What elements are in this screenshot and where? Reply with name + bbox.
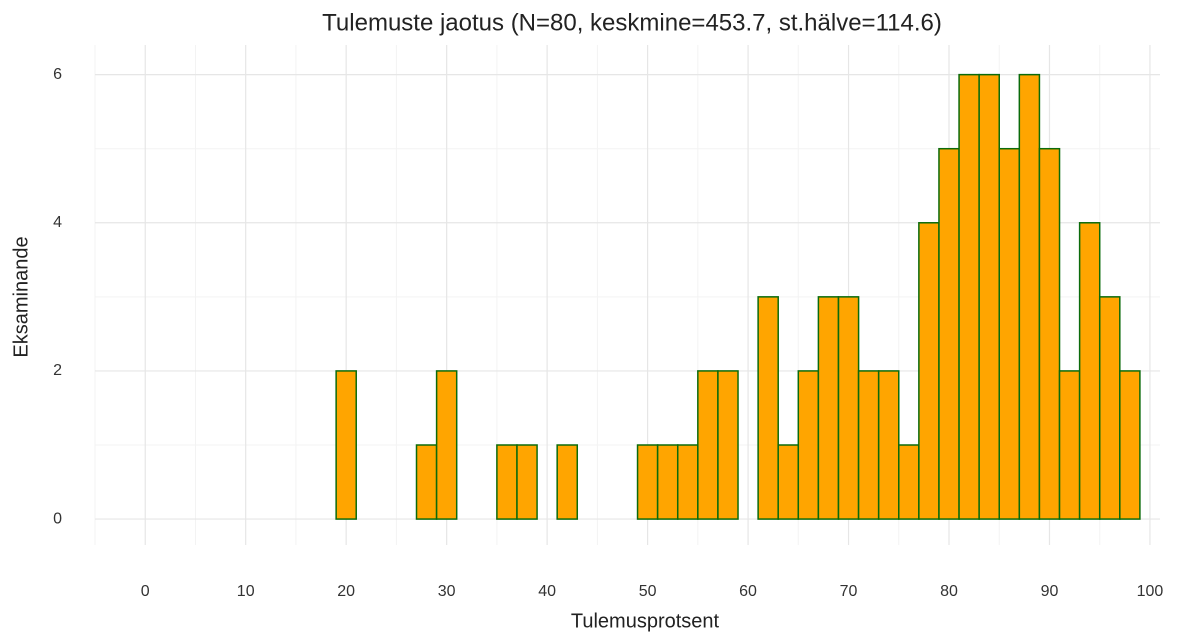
bar: [415, 444, 438, 520]
y-tick-label: 6: [53, 66, 62, 83]
bar: [1119, 370, 1141, 520]
x-tick-label: 80: [940, 583, 958, 600]
bar: [335, 370, 357, 520]
bar: [938, 147, 960, 520]
x-tick-label: 0: [141, 583, 150, 600]
x-axis-label: Tulemusprotsent: [571, 610, 720, 632]
bar: [837, 296, 860, 520]
bar: [496, 444, 518, 520]
y-tick-label: 2: [53, 362, 62, 379]
bar: [998, 147, 1021, 520]
x-tick-label: 60: [739, 583, 757, 600]
bar: [656, 444, 679, 520]
bar: [636, 444, 659, 520]
bar: [1038, 147, 1061, 520]
bar: [1018, 73, 1041, 520]
bars: [335, 73, 1141, 520]
x-tick-label: 20: [337, 583, 355, 600]
bar: [898, 444, 920, 520]
x-tick-label: 90: [1041, 583, 1059, 600]
y-tick-label: 0: [53, 510, 62, 527]
bar: [697, 370, 719, 520]
bar: [978, 73, 1000, 520]
bar: [757, 296, 779, 520]
x-tick-label: 70: [840, 583, 858, 600]
x-tick-label: 100: [1137, 583, 1164, 600]
chart-title: Tulemuste jaotus (N=80, keskmine=453.7, …: [322, 9, 942, 36]
bar: [918, 222, 940, 520]
bar: [958, 73, 980, 520]
bar: [797, 370, 820, 520]
bar: [877, 370, 900, 520]
bar: [817, 296, 840, 520]
bar: [777, 444, 800, 520]
bar: [1078, 222, 1101, 520]
x-tick-label: 50: [639, 583, 657, 600]
bar: [516, 444, 538, 520]
x-tick-label: 40: [538, 583, 556, 600]
bar: [857, 370, 880, 520]
bar: [556, 444, 579, 520]
bar: [1098, 296, 1121, 520]
bar: [1058, 370, 1081, 520]
x-tick-label: 30: [438, 583, 456, 600]
x-tick-label: 10: [237, 583, 255, 600]
y-axis-label: Eksaminande: [10, 236, 32, 357]
y-tick-label: 4: [53, 214, 62, 231]
bar: [717, 370, 739, 520]
bar: [676, 444, 699, 520]
bar: [435, 370, 458, 520]
